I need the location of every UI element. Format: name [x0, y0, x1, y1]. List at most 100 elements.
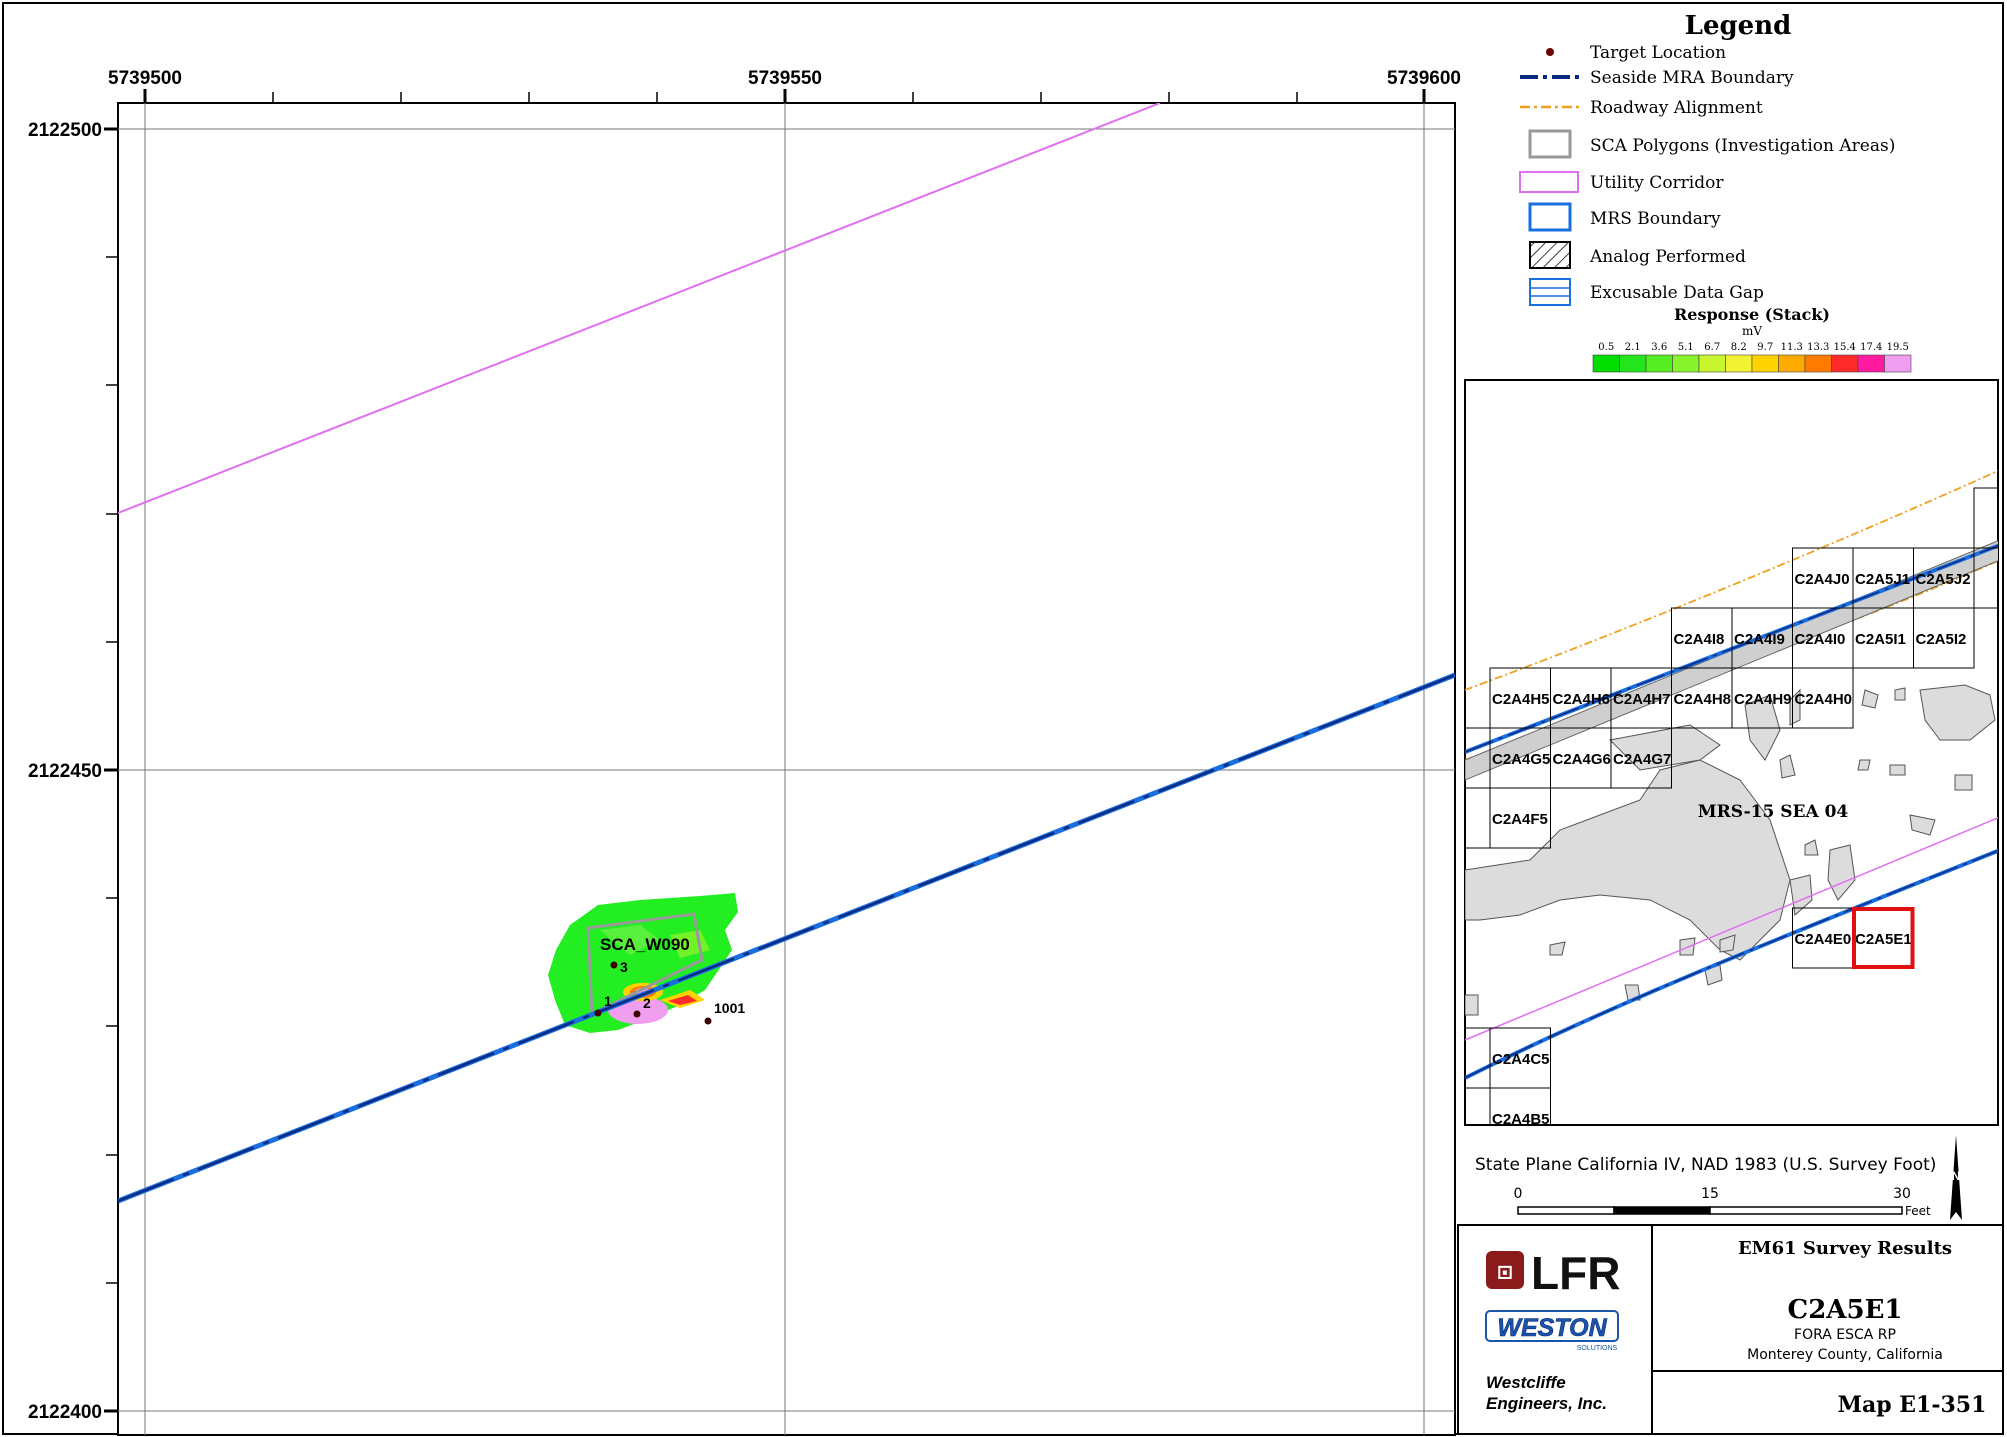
- north-arrow-label: N: [1952, 1169, 1961, 1183]
- title-grid-id: C2A5E1: [1788, 1295, 1903, 1325]
- sca-label: SCA_W090: [600, 935, 690, 954]
- north-arrow-icon: [1950, 1135, 1962, 1220]
- main-map-frame: [117, 102, 1456, 1436]
- legend-item-label: Seaside MRA Boundary: [1590, 68, 1794, 88]
- blue-lines-box-icon: [1529, 278, 1571, 306]
- inset-tile-label: C2A4H5: [1492, 691, 1550, 708]
- legend-item-label: Roadway Alignment: [1590, 98, 1763, 118]
- inset-tile: [1489, 787, 1551, 849]
- x-tick-label: 5739550: [748, 68, 822, 89]
- scale-label: 0: [1514, 1186, 1523, 1202]
- legend-item-label: Target Location: [1590, 43, 1726, 63]
- y-tick-label: 2122400: [28, 1402, 102, 1423]
- scale-bar: [1517, 1206, 1903, 1215]
- color-scale-swatch: [1831, 354, 1859, 373]
- inset-tile: [1610, 727, 1672, 789]
- inset-tile-label: C2A4G7: [1613, 751, 1671, 768]
- scale-label: 30: [1893, 1186, 1911, 1202]
- sca-polygon: [586, 912, 704, 1017]
- map-gridlines: [118, 103, 1455, 1435]
- lfr-logo-text: LFR: [1531, 1247, 1620, 1299]
- inset-utility-corridor: [1465, 817, 1998, 1041]
- title-county: Monterey County, California: [1747, 1347, 1943, 1363]
- company-name: Westcliffe: [1486, 1373, 1566, 1392]
- inset-tile-label: C2A4H9: [1734, 691, 1792, 708]
- utility-corridor-line: [118, 103, 1161, 514]
- color-scale-label: 13.3: [1807, 342, 1829, 353]
- response-title: Response (Stack): [1674, 305, 1830, 324]
- target-marker: [610, 961, 618, 969]
- color-scale-swatch: [1884, 354, 1912, 373]
- inset-tile-grid: C2A4J0 C2A5J1 C2A5J2 C2A4I8 C2A4I9 C2A4I0 C2A5…: [1465, 487, 1998, 1128]
- color-scale-label: 3.6: [1651, 342, 1667, 353]
- legend-item-label: Utility Corridor: [1590, 173, 1724, 193]
- inset-tile-label: C2A5E1: [1855, 931, 1912, 948]
- weston-logo: [1485, 1310, 1619, 1342]
- inset-tile-label: C2A4I9: [1734, 631, 1785, 648]
- color-scale-label: 5.1: [1678, 342, 1694, 353]
- color-scale-swatch: [1804, 354, 1832, 373]
- violet-box-icon: [1519, 171, 1579, 193]
- inset-tile-label: C2A5J1: [1855, 571, 1910, 588]
- weston-logo-sub: SOLUTIONS: [1577, 1345, 1618, 1352]
- target-marker: [633, 1010, 641, 1018]
- inset-tile-label: C2A4H8: [1674, 691, 1732, 708]
- color-scale-label: 0.5: [1598, 342, 1614, 353]
- color-scale-swatch: [1698, 354, 1726, 373]
- inset-tile: [1489, 1087, 1551, 1125]
- color-scale-label: 19.5: [1887, 342, 1909, 353]
- inset-tile: [1913, 607, 1975, 669]
- svg-text:⊡: ⊡: [1498, 1258, 1513, 1286]
- mra-boundary-line: [118, 672, 1455, 1204]
- x-tick-label: 5739500: [108, 68, 182, 89]
- scale-label: 15: [1701, 1186, 1719, 1202]
- color-scale-label: 17.4: [1860, 342, 1882, 353]
- legend-item-label: MRS Boundary: [1590, 209, 1721, 229]
- inset-tile-label: C2A5I1: [1855, 631, 1906, 648]
- inset-area-label: MRS-15 SEA 04: [1698, 802, 1849, 822]
- inset-tile-edge: [1973, 487, 1998, 549]
- target-dot-icon: [1546, 48, 1554, 56]
- projection-text: State Plane California IV, NAD 1983 (U.S…: [1475, 1155, 1936, 1175]
- scale-unit: Feet: [1905, 1204, 1931, 1218]
- inset-tile-label: C2A5I2: [1916, 631, 1967, 648]
- color-scale-swatch: [1645, 354, 1673, 373]
- lfr-logo: ⊡: [1486, 1251, 1524, 1289]
- x-axis-ticks: [143, 89, 1426, 103]
- inset-gray-areas: [1465, 684, 1996, 1016]
- color-scale-labels: 0.5 2.1 3.6 5.1 6.7 8.2 9.7 11.3 13.3 15.4 17.4 19.…: [1598, 342, 1909, 353]
- inset-tile-label: C2A4H6: [1553, 691, 1611, 708]
- inset-tile-label: C2A4B5: [1492, 1111, 1550, 1128]
- inset-tile-label: C2A4G5: [1492, 751, 1550, 768]
- color-scale-label: 9.7: [1757, 342, 1773, 353]
- inset-tile-label: C2A4I8: [1674, 631, 1725, 648]
- color-scale-label: 2.1: [1625, 342, 1641, 353]
- target-marker: [704, 1017, 712, 1025]
- legend-title: Legend: [1685, 11, 1792, 41]
- target-label: 1: [604, 993, 612, 1009]
- x-tick-label: 5739600: [1387, 68, 1461, 89]
- color-scale-swatch: [1857, 354, 1885, 373]
- color-scale-label: 11.3: [1781, 342, 1803, 353]
- title-heading: EM61 Survey Results: [1738, 1238, 1952, 1259]
- inset-map: C2A4J0 C2A5J1 C2A5J2 C2A4I8 C2A4I9 C2A4I0 C2A5…: [1465, 469, 1998, 1128]
- target-label: 3: [620, 959, 628, 975]
- color-scale-label: 15.4: [1834, 342, 1856, 353]
- color-scale: [1592, 354, 1912, 373]
- legend-item-label: SCA Polygons (Investigation Areas): [1590, 136, 1895, 156]
- y-axis-ticks: [104, 127, 118, 1413]
- inset-tile-label: C2A4G6: [1553, 751, 1611, 768]
- inset-tile-label: C2A4H7: [1613, 691, 1671, 708]
- target-label: 1001: [714, 1000, 745, 1016]
- hatch-box-icon: [1529, 241, 1571, 269]
- inset-tile-label: C2A4E0: [1795, 931, 1852, 948]
- inset-tile-label: C2A4I0: [1795, 631, 1846, 648]
- legend-item-label: Excusable Data Gap: [1590, 283, 1764, 303]
- color-scale-swatch: [1751, 354, 1779, 373]
- color-scale-swatch: [1725, 354, 1753, 373]
- color-scale-swatch: [1778, 354, 1806, 373]
- inset-tile-label: C2A4J0: [1795, 571, 1850, 588]
- target-marker: [594, 1009, 602, 1017]
- color-scale-swatch: [1592, 354, 1620, 373]
